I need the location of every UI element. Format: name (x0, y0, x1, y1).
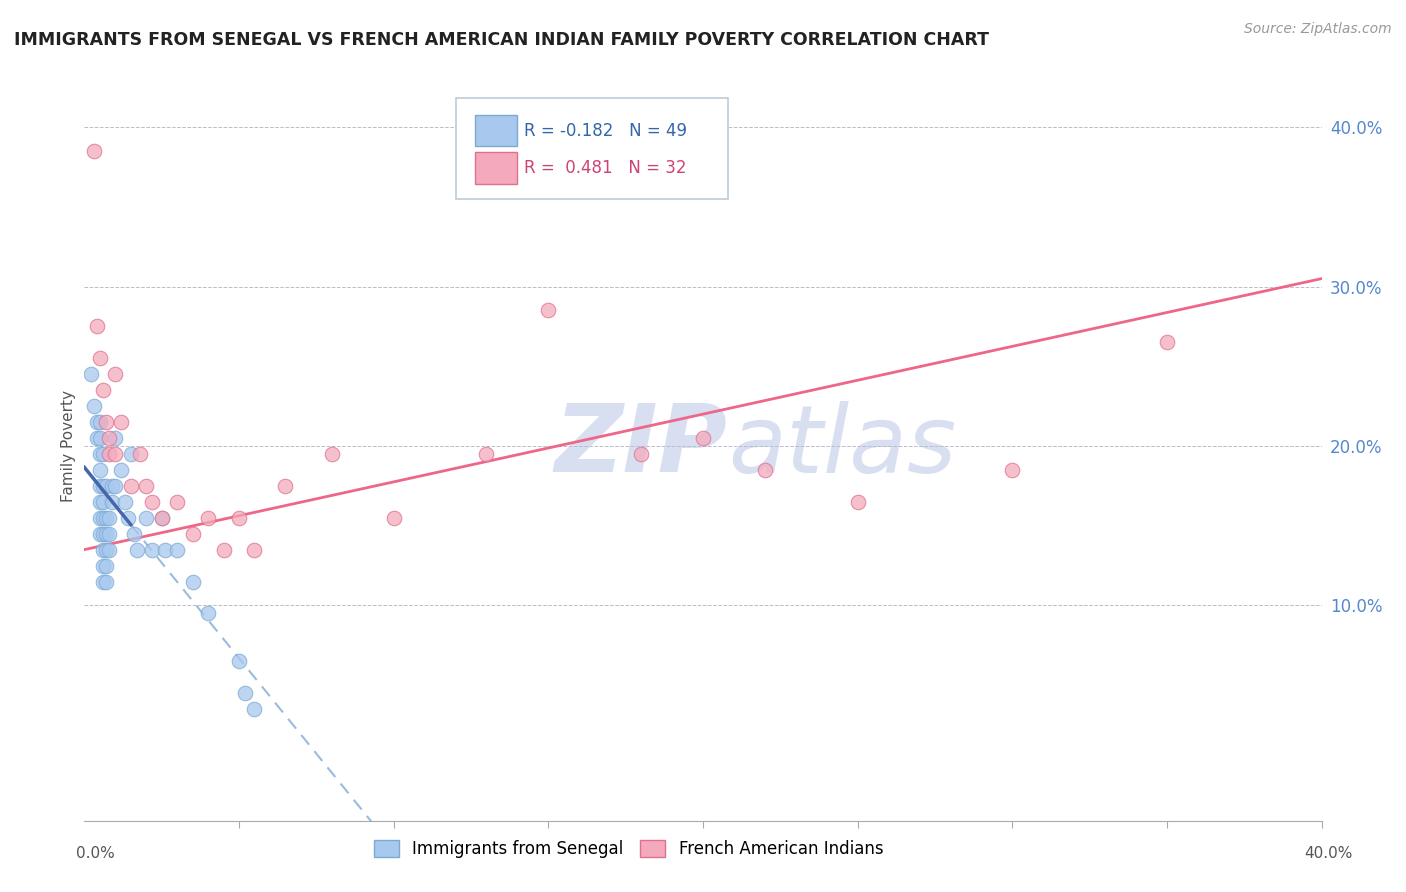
Point (135, 479, 157, 493)
Point (91, 558, 114, 573)
Text: R =  0.481   N = 32: R = 0.481 N = 32 (523, 159, 686, 177)
FancyBboxPatch shape (475, 115, 517, 146)
Point (1156, 335, 1178, 350)
Point (117, 510, 139, 524)
Point (166, 495, 188, 509)
Point (114, 495, 136, 509)
Point (153, 542, 176, 557)
Point (212, 542, 235, 557)
Point (89, 479, 111, 493)
Point (98, 510, 121, 524)
Point (104, 368, 127, 382)
Point (692, 431, 714, 445)
Point (228, 510, 250, 524)
Point (94, 574, 117, 589)
Point (122, 526, 145, 541)
Y-axis label: Family Poverty: Family Poverty (60, 390, 76, 502)
Point (243, 702, 266, 716)
Point (86, 431, 108, 445)
Point (104, 479, 127, 493)
Point (135, 510, 157, 524)
Point (86, 415, 108, 429)
Point (630, 447, 652, 461)
Point (79, 368, 101, 382)
Point (91, 542, 114, 557)
Point (94, 526, 117, 541)
Point (110, 463, 132, 477)
Point (91, 526, 114, 541)
Point (1001, 463, 1024, 477)
FancyBboxPatch shape (475, 153, 517, 184)
Point (94, 479, 117, 493)
Point (846, 495, 869, 509)
Point (89, 463, 111, 477)
Text: Source: ZipAtlas.com: Source: ZipAtlas.com (1244, 22, 1392, 37)
Point (197, 607, 219, 621)
Point (110, 415, 132, 429)
Text: ZIP: ZIP (555, 400, 728, 492)
Point (94, 415, 117, 429)
Point (94, 558, 117, 573)
Point (228, 654, 250, 668)
Point (150, 510, 173, 524)
Point (83, 144, 105, 158)
Point (233, 686, 256, 700)
Point (101, 495, 124, 509)
Legend: Immigrants from Senegal, French American Indians: Immigrants from Senegal, French American… (367, 833, 890, 864)
Point (89, 510, 111, 524)
Point (89, 431, 111, 445)
Point (475, 447, 498, 461)
Text: 40.0%: 40.0% (1305, 847, 1353, 861)
Text: atlas: atlas (728, 401, 956, 491)
Point (91, 447, 114, 461)
Text: 0.0%: 0.0% (76, 847, 115, 861)
Point (181, 574, 204, 589)
Point (120, 479, 142, 493)
Point (129, 447, 152, 461)
Point (89, 526, 111, 541)
Point (141, 495, 163, 509)
Point (83, 399, 105, 413)
Point (89, 495, 111, 509)
Point (150, 510, 173, 524)
Point (89, 351, 111, 366)
Point (98, 447, 121, 461)
Point (98, 526, 121, 541)
Point (166, 542, 188, 557)
Text: IMMIGRANTS FROM SENEGAL VS FRENCH AMERICAN INDIAN FAMILY POVERTY CORRELATION CHA: IMMIGRANTS FROM SENEGAL VS FRENCH AMERIC… (14, 31, 988, 49)
Point (91, 574, 114, 589)
Point (104, 431, 127, 445)
Point (537, 303, 560, 318)
Point (91, 383, 114, 397)
FancyBboxPatch shape (456, 97, 728, 199)
Point (94, 542, 117, 557)
Point (125, 542, 148, 557)
Point (89, 447, 111, 461)
Point (382, 510, 405, 524)
Point (98, 431, 121, 445)
Point (754, 463, 776, 477)
Point (101, 479, 124, 493)
Point (274, 479, 297, 493)
Point (197, 510, 219, 524)
Point (94, 510, 117, 524)
Point (181, 526, 204, 541)
Point (120, 447, 142, 461)
Point (91, 495, 114, 509)
Point (141, 542, 163, 557)
Point (91, 510, 114, 524)
Point (321, 447, 343, 461)
Point (91, 479, 114, 493)
Text: R = -0.182   N = 49: R = -0.182 N = 49 (523, 121, 686, 139)
Point (89, 415, 111, 429)
Point (98, 542, 121, 557)
Point (243, 542, 266, 557)
Point (86, 319, 108, 334)
Point (104, 447, 127, 461)
